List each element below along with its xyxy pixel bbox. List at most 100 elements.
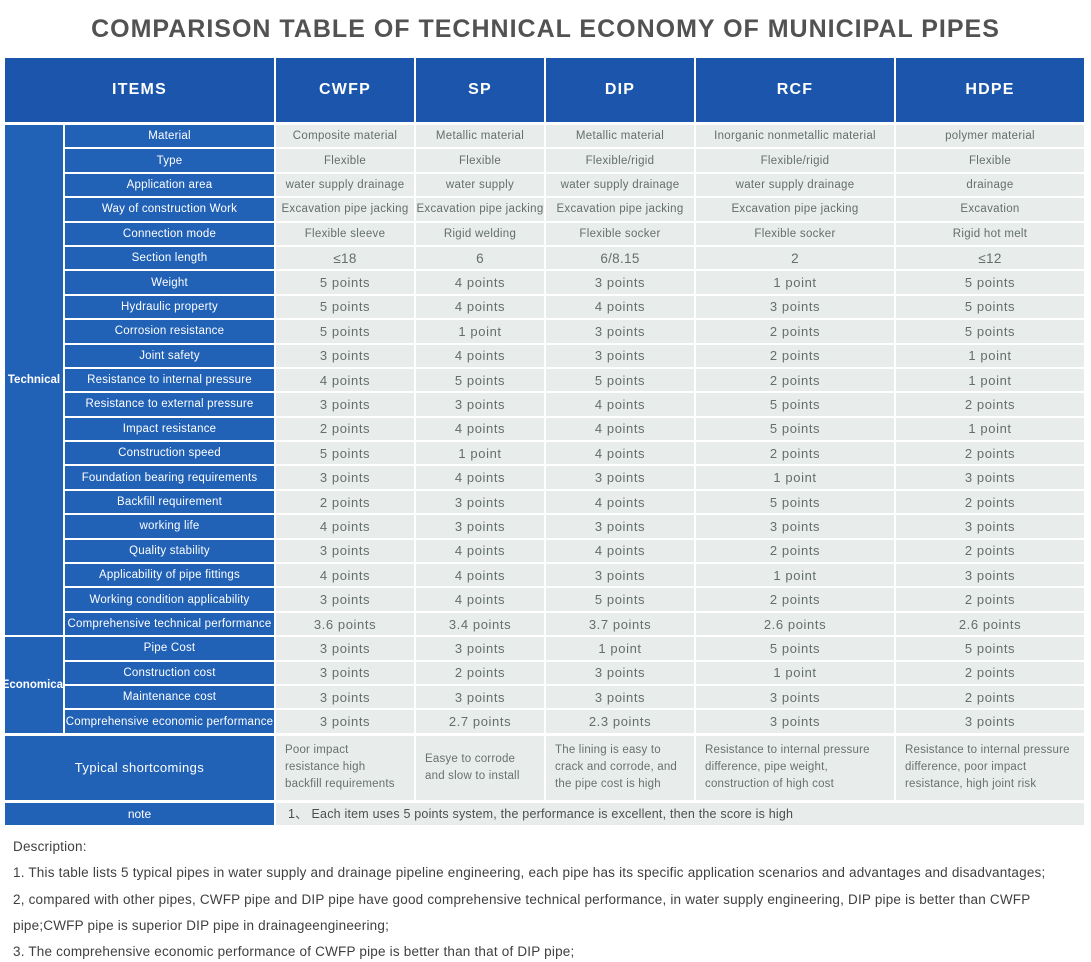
page-title: COMPARISON TABLE OF TECHNICAL ECONOMY OF… bbox=[91, 15, 1000, 43]
row-label-material: Material bbox=[65, 125, 274, 148]
row-label-joint-safety: Joint safety bbox=[65, 344, 274, 367]
cell-joint-safety-sp: 4 points bbox=[416, 344, 544, 367]
cell-working-life-rcf: 3 points bbox=[696, 515, 894, 538]
cell-quality-stability-sp: 4 points bbox=[416, 539, 544, 563]
cell-foundation-bearing-requirements-dip: 3 points bbox=[546, 466, 694, 489]
cell-pipe-cost-cwfp: 3 points bbox=[276, 637, 414, 660]
cell-resistance-to-external-pressure-rcf: 5 points bbox=[696, 393, 894, 416]
cell-section-length-cwfp: ≤18 bbox=[276, 246, 414, 270]
cell-comprehensive-technical-performance-sp: 3.4 points bbox=[416, 612, 544, 636]
cell-quality-stability-dip: 4 points bbox=[546, 539, 694, 563]
cell-backfill-requirement-cwfp: 2 points bbox=[276, 490, 414, 514]
column-header-sp: SP bbox=[416, 58, 544, 122]
column-header-dip: DIP bbox=[546, 58, 694, 122]
cell-connection-mode-hdpe: Rigid hot melt bbox=[896, 222, 1084, 245]
row-label-working-life: working life bbox=[65, 515, 274, 538]
cell-working-life-hdpe: 3 points bbox=[896, 515, 1084, 538]
description: Description: 1. This table lists 5 typic… bbox=[13, 834, 1081, 962]
shortcoming-sp: Easye to corrode and slow to install bbox=[416, 735, 544, 800]
note-text: 1、 Each item uses 5 points system, the p… bbox=[276, 802, 1084, 825]
cell-corrosion-resistance-rcf: 2 points bbox=[696, 320, 894, 343]
note-row: note 1、 Each item uses 5 points system, … bbox=[5, 802, 1086, 825]
row-label-section-length: Section length bbox=[65, 246, 274, 270]
cell-connection-mode-rcf: Flexible socker bbox=[696, 222, 894, 245]
cell-connection-mode-dip: Flexible socker bbox=[546, 222, 694, 245]
row-label-pipe-cost: Pipe Cost bbox=[65, 637, 274, 660]
cell-impact-resistance-rcf: 5 points bbox=[696, 417, 894, 441]
cell-resistance-to-internal-pressure-rcf: 2 points bbox=[696, 368, 894, 392]
cell-hydraulic-property-cwfp: 5 points bbox=[276, 295, 414, 319]
cell-pipe-cost-rcf: 5 points bbox=[696, 637, 894, 660]
row-label-construction-speed: Construction speed bbox=[65, 442, 274, 465]
cell-maintenance-cost-cwfp: 3 points bbox=[276, 685, 414, 709]
cell-resistance-to-internal-pressure-sp: 5 points bbox=[416, 368, 544, 392]
cell-backfill-requirement-dip: 4 points bbox=[546, 490, 694, 514]
cell-working-condition-applicability-hdpe: 2 points bbox=[896, 588, 1084, 611]
cell-impact-resistance-hdpe: 1 point bbox=[896, 417, 1084, 441]
row-label-backfill-requirement: Backfill requirement bbox=[65, 490, 274, 514]
column-header-rcf: RCF bbox=[696, 58, 894, 122]
description-line-3: 3. The comprehensive economic performanc… bbox=[13, 944, 575, 960]
cell-construction-speed-hdpe: 2 points bbox=[896, 442, 1084, 465]
row-label-foundation-bearing-requirements: Foundation bearing requirements bbox=[65, 466, 274, 489]
cell-backfill-requirement-hdpe: 2 points bbox=[896, 490, 1084, 514]
cell-corrosion-resistance-sp: 1 point bbox=[416, 320, 544, 343]
group-label-technical: Technical bbox=[5, 125, 63, 636]
cell-corrosion-resistance-hdpe: 5 points bbox=[896, 320, 1084, 343]
cell-type-cwfp: Flexible bbox=[276, 149, 414, 172]
cell-comprehensive-technical-performance-rcf: 2.6 points bbox=[696, 612, 894, 636]
cell-foundation-bearing-requirements-sp: 4 points bbox=[416, 466, 544, 489]
cell-resistance-to-external-pressure-hdpe: 2 points bbox=[896, 393, 1084, 416]
cell-material-rcf: Inorganic nonmetallic material bbox=[696, 125, 894, 148]
row-label-hydraulic-property: Hydraulic property bbox=[65, 295, 274, 319]
row-label-construction-cost: Construction cost bbox=[65, 661, 274, 684]
cell-way-of-construction-work-sp: Excavation pipe jacking bbox=[416, 198, 544, 221]
cell-backfill-requirement-sp: 3 points bbox=[416, 490, 544, 514]
cell-comprehensive-economic-performance-cwfp: 3 points bbox=[276, 710, 414, 733]
row-label-weight: Weight bbox=[65, 271, 274, 294]
cell-maintenance-cost-dip: 3 points bbox=[546, 685, 694, 709]
cell-applicability-of-pipe-fittings-rcf: 1 point bbox=[696, 564, 894, 587]
cell-comprehensive-technical-performance-dip: 3.7 points bbox=[546, 612, 694, 636]
cell-applicability-of-pipe-fittings-cwfp: 4 points bbox=[276, 564, 414, 587]
cell-construction-speed-rcf: 2 points bbox=[696, 442, 894, 465]
typical-shortcomings-label: Typical shortcomings bbox=[5, 735, 274, 800]
cell-pipe-cost-sp: 3 points bbox=[416, 637, 544, 660]
cell-hydraulic-property-hdpe: 5 points bbox=[896, 295, 1084, 319]
cell-quality-stability-rcf: 2 points bbox=[696, 539, 894, 563]
note-label: note bbox=[5, 802, 274, 825]
shortcoming-hdpe: Resistance to internal pressure differen… bbox=[896, 735, 1084, 800]
cell-material-cwfp: Composite material bbox=[276, 125, 414, 148]
description-line-1: 1. This table lists 5 typical pipes in w… bbox=[13, 865, 1046, 881]
cell-working-condition-applicability-rcf: 2 points bbox=[696, 588, 894, 611]
cell-construction-cost-sp: 2 points bbox=[416, 661, 544, 684]
cell-connection-mode-sp: Rigid welding bbox=[416, 222, 544, 245]
cell-comprehensive-economic-performance-sp: 2.7 points bbox=[416, 710, 544, 733]
cell-pipe-cost-dip: 1 point bbox=[546, 637, 694, 660]
cell-working-condition-applicability-cwfp: 3 points bbox=[276, 588, 414, 611]
cell-impact-resistance-cwfp: 2 points bbox=[276, 417, 414, 441]
cell-connection-mode-cwfp: Flexible sleeve bbox=[276, 222, 414, 245]
cell-hydraulic-property-sp: 4 points bbox=[416, 295, 544, 319]
row-label-corrosion-resistance: Corrosion resistance bbox=[65, 320, 274, 343]
cell-applicability-of-pipe-fittings-hdpe: 3 points bbox=[896, 564, 1084, 587]
cell-comprehensive-economic-performance-rcf: 3 points bbox=[696, 710, 894, 733]
comparison-table: ITEMS CWFP SP DIP RCF HDPE Technical Material… bbox=[2, 58, 1086, 825]
cell-application-area-rcf: water supply drainage bbox=[696, 173, 894, 197]
cell-comprehensive-technical-performance-cwfp: 3.6 points bbox=[276, 612, 414, 636]
cell-way-of-construction-work-dip: Excavation pipe jacking bbox=[546, 198, 694, 221]
table-header-row: ITEMS CWFP SP DIP RCF HDPE bbox=[5, 58, 1086, 122]
column-header-hdpe: HDPE bbox=[896, 58, 1084, 122]
row-label-comprehensive-technical-performance: Comprehensive technical performance bbox=[65, 612, 274, 636]
cell-resistance-to-internal-pressure-cwfp: 4 points bbox=[276, 368, 414, 392]
cell-applicability-of-pipe-fittings-dip: 3 points bbox=[546, 564, 694, 587]
cell-section-length-rcf: 2 bbox=[696, 246, 894, 270]
shortcoming-cwfp: Poor impact resistance high backfill req… bbox=[276, 735, 414, 800]
cell-foundation-bearing-requirements-hdpe: 3 points bbox=[896, 466, 1084, 489]
cell-foundation-bearing-requirements-rcf: 1 point bbox=[696, 466, 894, 489]
shortcoming-dip: The lining is easy to crack and corrode,… bbox=[546, 735, 694, 800]
cell-resistance-to-external-pressure-cwfp: 3 points bbox=[276, 393, 414, 416]
cell-resistance-to-external-pressure-dip: 4 points bbox=[546, 393, 694, 416]
cell-material-hdpe: polymer material bbox=[896, 125, 1084, 148]
